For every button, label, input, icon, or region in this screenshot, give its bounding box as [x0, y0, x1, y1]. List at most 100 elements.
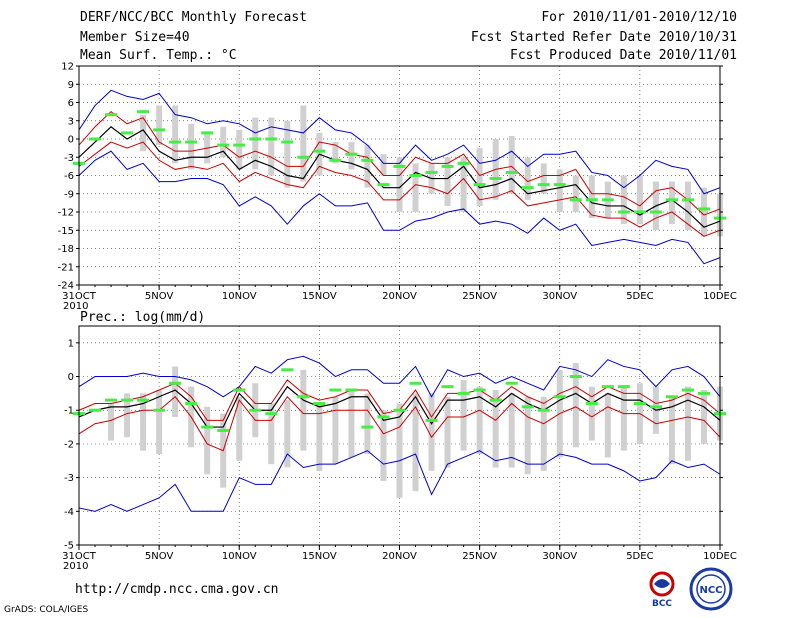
series-line-min [78, 450, 721, 512]
member-range-box [412, 393, 419, 492]
observed-marker [697, 391, 710, 395]
y-tick-label: 12 [61, 62, 74, 73]
member-range-box [332, 142, 339, 164]
member-range-box [284, 120, 291, 188]
observed-marker [89, 408, 102, 412]
y-tick-label: -3 [64, 153, 74, 164]
observed-marker [329, 158, 342, 162]
observed-marker [633, 401, 646, 405]
observed-marker [377, 183, 390, 187]
observed-marker [265, 412, 278, 416]
chart-title: DERF/NCC/BCC Monthly Forecast [80, 10, 307, 25]
temperature-variable-label: Mean Surf. Temp.: °C [80, 48, 237, 63]
x-tick-label: 20NOV [382, 551, 417, 562]
member-range-box [380, 410, 387, 481]
observed-marker [473, 183, 486, 187]
observed-marker [217, 428, 230, 432]
member-range-box [364, 393, 371, 455]
observed-marker [681, 198, 694, 202]
x-tick-label: 15NOV [302, 551, 337, 562]
member-range-box [508, 393, 515, 468]
observed-marker [345, 388, 358, 392]
member-range-box [668, 181, 675, 225]
member-range-box [220, 126, 227, 158]
source-url[interactable]: http://cmdp.ncc.cma.gov.cn [75, 582, 279, 597]
member-range-box [268, 117, 275, 176]
y-tick-label: 6 [68, 98, 74, 109]
member-range-box [460, 379, 467, 451]
observed-marker [121, 131, 134, 135]
member-range-box [684, 181, 691, 231]
y-tick-label: -18 [58, 244, 74, 255]
observed-marker [617, 210, 630, 214]
y-tick-label: 9 [68, 80, 74, 91]
member-range-box [588, 175, 595, 219]
member-range-box [204, 406, 211, 475]
member-range-box [188, 123, 195, 170]
member-range-box [140, 114, 147, 152]
x-tick-label: 30NOV [542, 551, 577, 562]
observed-marker [105, 398, 118, 402]
observed-marker [169, 140, 182, 144]
y-tick-label: -12 [58, 208, 74, 219]
member-range-box [524, 157, 531, 200]
member-range-box [588, 386, 595, 441]
x-tick-label: 5NOV [145, 291, 174, 302]
member-range-box [620, 175, 627, 225]
member-range-box [620, 386, 627, 451]
observed-marker [425, 418, 438, 422]
ncc-logo-text: NCC [699, 585, 722, 596]
observed-marker [153, 408, 166, 412]
observed-marker [553, 183, 566, 187]
observed-marker [313, 401, 326, 405]
grads-credit: GrADS: COLA/IGES [4, 605, 89, 615]
observed-marker [441, 385, 454, 389]
member-range-box [540, 396, 547, 471]
series-line-upper [78, 110, 721, 216]
x-tick-label: 25NOV [462, 291, 497, 302]
y-tick-label: -6 [64, 171, 74, 182]
member-range-box [492, 390, 499, 468]
y-tick-label: -4 [64, 507, 74, 518]
member-range-box [700, 390, 707, 444]
member-range-box [252, 117, 259, 170]
y-tick-label: -24 [58, 281, 74, 292]
member-range-box [556, 169, 563, 212]
member-range-box [396, 157, 403, 212]
member-range-box [140, 393, 147, 451]
observed-marker [393, 408, 406, 412]
observed-marker [121, 398, 134, 402]
observed-marker [681, 388, 694, 392]
y-tick-label: 1 [68, 338, 74, 349]
x-tick-year-label: 2010 [63, 561, 88, 572]
observed-marker [249, 408, 262, 412]
y-tick-label: -1 [64, 406, 74, 417]
observed-marker [153, 128, 166, 132]
y-tick-label: -2 [64, 439, 74, 450]
observed-marker [201, 131, 214, 135]
observed-marker [233, 143, 246, 147]
observed-marker [89, 137, 102, 141]
member-range-box [668, 396, 675, 465]
observed-marker [537, 183, 550, 187]
observed-marker [185, 401, 198, 405]
ncc-logo-ring [689, 567, 733, 611]
forecast-period-label: For 2010/11/01-2010/12/10 [541, 10, 737, 25]
ncc-logo-inner-ring [696, 574, 726, 604]
precip-panel-title: Prec.: log(mm/d) [80, 310, 205, 325]
observed-marker [185, 140, 198, 144]
observed-marker [361, 425, 374, 429]
x-tick-label: 10DEC [703, 551, 737, 562]
member-range-box [172, 105, 179, 164]
observed-marker [345, 152, 358, 156]
y-tick-label: 0 [68, 135, 74, 146]
observed-marker [521, 405, 534, 409]
member-range-box [444, 157, 451, 206]
observed-marker [377, 415, 390, 419]
observed-marker [537, 408, 550, 412]
member-range-box [236, 396, 243, 461]
x-tick-label: 10NOV [222, 551, 257, 562]
member-range-box [348, 142, 355, 170]
x-tick-year-label: 2010 [63, 301, 88, 312]
